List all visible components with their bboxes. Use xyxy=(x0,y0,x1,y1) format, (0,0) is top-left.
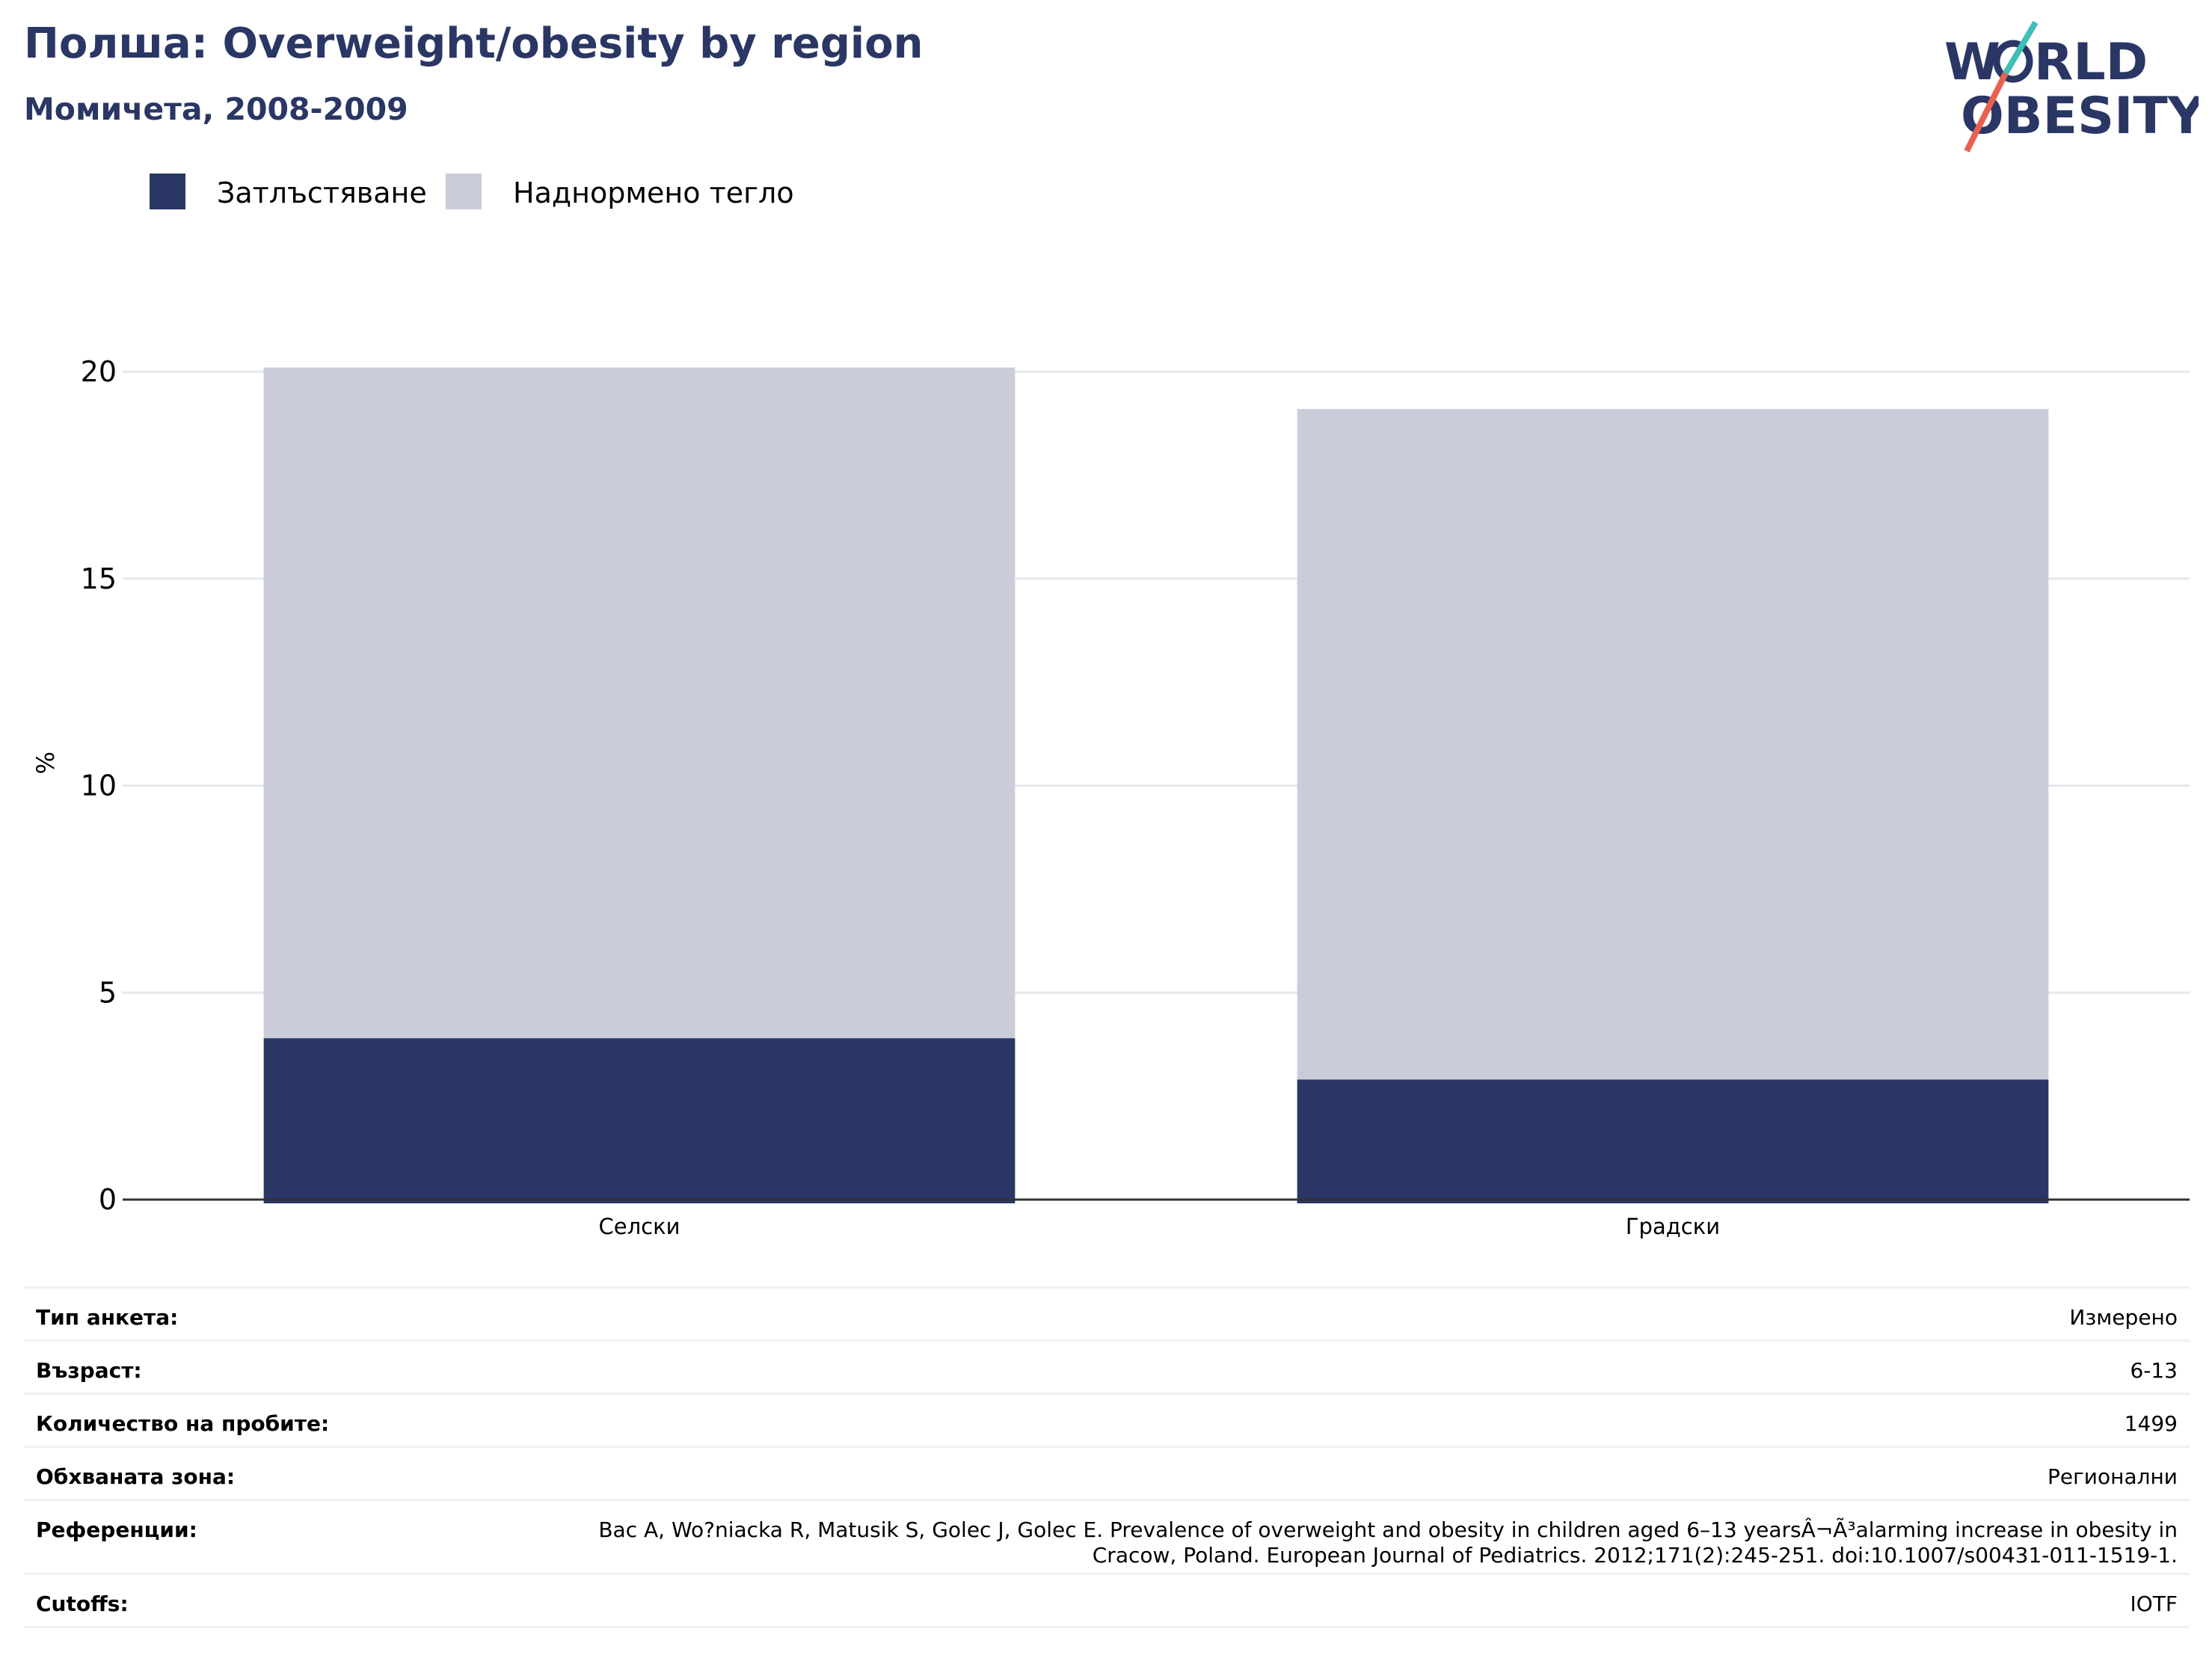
x-tick-label: Градски xyxy=(1626,1214,1720,1239)
info-row: Възраст: 6-13 xyxy=(24,1339,2190,1393)
y-tick-label: 10 xyxy=(81,770,117,802)
info-value: Измерено xyxy=(2069,1305,2178,1330)
info-value: 6-13 xyxy=(2130,1358,2178,1383)
info-key: Референции: xyxy=(36,1517,197,1542)
y-tick-label: 5 xyxy=(99,976,117,1009)
chart-title: Полша: Overweight/obesity by region xyxy=(24,19,924,68)
bar-overweight-2 xyxy=(1297,408,2049,1080)
legend-label-overweight: Наднормено тегло xyxy=(513,176,794,209)
y-tick-label: 0 xyxy=(99,1183,117,1216)
info-value: 1499 xyxy=(2124,1411,2178,1436)
svg-text:OBESITY: OBESITY xyxy=(1961,87,2199,146)
info-key: Възраст: xyxy=(36,1358,142,1383)
svg-text:RLD: RLD xyxy=(2034,33,2148,92)
info-key: Cutoffs: xyxy=(36,1591,129,1616)
info-row: Cutoffs: IOTF xyxy=(24,1573,2190,1628)
legend-swatch-overweight xyxy=(446,174,482,209)
info-key: Обхваната зона: xyxy=(36,1464,236,1489)
legend-label-obesity: Затлъстяване xyxy=(217,176,427,209)
info-row: Обхваната зона: Регионални xyxy=(24,1446,2190,1499)
world-obesity-logo: W RLD OBESITY xyxy=(1944,21,2199,153)
bar-obesity-2 xyxy=(1297,1079,2049,1203)
y-axis-label: % xyxy=(31,752,60,774)
info-row: Тип анкета: Измерено xyxy=(24,1286,2190,1339)
svg-text:W: W xyxy=(1944,33,2000,92)
legend-swatch-obesity xyxy=(150,174,185,209)
survey-info-table: Тип анкета: Измерено Възраст: 6-13 Количеств… xyxy=(24,1286,2190,1628)
bar-obesity-1 xyxy=(263,1038,1016,1203)
chart-subtitle: Момичета, 2008-2009 xyxy=(24,91,408,127)
info-value: IOTF xyxy=(2130,1591,2178,1616)
y-tick-label: 20 xyxy=(81,355,117,388)
info-value: Регионални xyxy=(2047,1464,2178,1489)
info-row: Количество на пробите: 1499 xyxy=(24,1393,2190,1446)
bar-overweight-1 xyxy=(263,367,1016,1039)
info-value: Bac A, Wo?niacka R, Matusik S, Golec J, … xyxy=(598,1517,2178,1568)
y-tick-label: 15 xyxy=(81,562,117,595)
bar-chart: 0 5 10 15 20% Селски Градски xyxy=(31,355,2190,1239)
info-row: Референции: Bac A, Wo?niacka R, Matusik S… xyxy=(24,1499,2190,1573)
x-tick-label: Селски xyxy=(599,1214,681,1239)
info-key: Тип анкета: xyxy=(36,1305,179,1330)
info-key: Количество на пробите: xyxy=(36,1411,330,1436)
